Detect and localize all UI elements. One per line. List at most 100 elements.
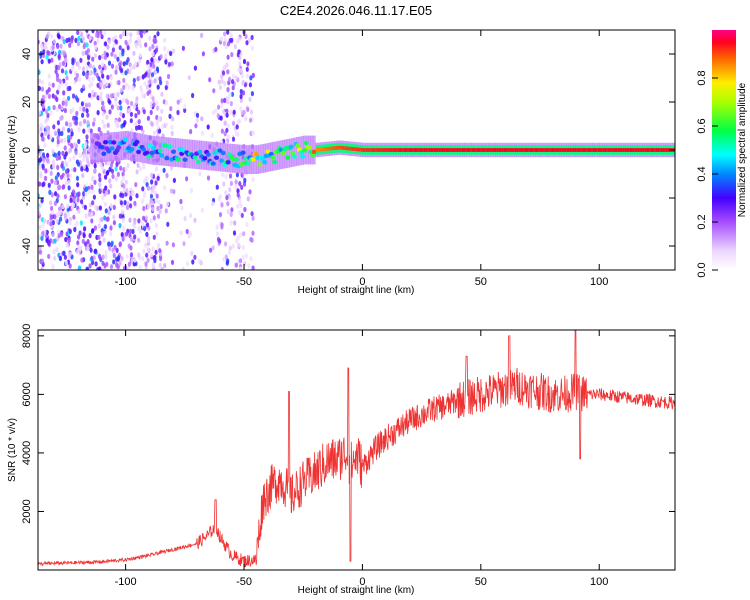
spectrogram-cell xyxy=(141,256,145,262)
spectrogram-cell xyxy=(229,101,233,107)
spectrogram-cell xyxy=(142,30,146,35)
spectrogram-cell xyxy=(62,39,66,45)
spectrogram-cell xyxy=(240,212,244,218)
spectrogram-cell xyxy=(82,70,86,76)
spectrogram-cell xyxy=(103,41,108,47)
spectrogram-envelope-cell xyxy=(125,130,129,160)
spectrogram-cell xyxy=(159,256,163,262)
spectrogram-cell xyxy=(211,245,215,251)
spectrogram-cell xyxy=(40,198,44,204)
spectrogram-ridge-core xyxy=(513,148,516,152)
spectrogram-cell xyxy=(135,125,139,131)
spectrogram-ridge-core xyxy=(516,148,519,152)
spectrogram-cell xyxy=(100,216,104,222)
spectrogram-ridge-core xyxy=(365,148,368,152)
spectrogram-cell xyxy=(38,224,42,230)
spectrogram-cell xyxy=(74,120,78,126)
spectrogram-cell xyxy=(220,202,224,208)
spectrogram-cell xyxy=(249,75,253,81)
spectrogram-ridge-core xyxy=(330,146,333,151)
spectrogram-cell xyxy=(149,103,153,109)
spectrogram-cell xyxy=(88,263,92,269)
spectrogram-cell xyxy=(151,246,155,252)
figure-title: C2E4.2026.046.11.17.E05 xyxy=(280,3,432,18)
spectrogram-cell xyxy=(122,175,126,181)
spectrogram-cell xyxy=(42,218,47,224)
spectrogram-cell xyxy=(190,250,194,256)
spectrogram-cell xyxy=(52,159,56,165)
spectrogram-cell xyxy=(234,131,239,137)
spectrogram-cell xyxy=(107,210,111,216)
spectrogram-cell xyxy=(90,255,94,261)
spectrogram-cell xyxy=(105,216,109,222)
spectrogram-cell xyxy=(118,242,122,248)
spectrogram-ridge-core xyxy=(458,148,461,152)
spectrogram-cell xyxy=(45,89,49,95)
spectrogram-cell xyxy=(87,153,91,159)
spectrogram-ridge-cell xyxy=(151,145,157,151)
spectrogram-cell xyxy=(100,264,104,270)
spectrogram-cell xyxy=(165,172,169,179)
spectrogram-cell xyxy=(103,30,107,36)
spectrogram-ridge-core xyxy=(451,148,454,152)
spectrogram-ridge-core xyxy=(460,148,463,152)
spectrogram-envelope-cell xyxy=(305,135,309,165)
spectrogram-ridge-core xyxy=(319,147,322,152)
spectrogram-cell xyxy=(84,213,88,219)
spectrogram-cell xyxy=(167,61,172,67)
spectrogram-cell xyxy=(122,183,126,189)
spectrogram-ridge-core xyxy=(637,148,640,152)
spectrogram-ridge-core xyxy=(393,148,396,152)
spectrogram-cell xyxy=(68,220,72,226)
spectrogram-ridge-core xyxy=(385,148,388,152)
spectrogram-cell xyxy=(87,189,91,195)
spectrogram-cell xyxy=(246,106,250,112)
spectrogram-ridge-core xyxy=(375,148,378,152)
spectrogram-envelope-cell xyxy=(293,137,297,167)
spectrogram-ridge-core xyxy=(505,148,507,152)
spectrogram-ridge-core xyxy=(432,148,434,152)
spectrogram-cell xyxy=(151,51,155,57)
spectrogram-y-axis-label: Frequency (Hz) xyxy=(7,116,18,185)
spectrogram-cell xyxy=(109,225,113,231)
spectrogram-cell xyxy=(223,81,227,87)
spectrogram-cell xyxy=(111,47,115,53)
spectrogram-cell xyxy=(41,94,46,100)
spectrogram-cell xyxy=(232,109,236,115)
spectrogram-cell xyxy=(118,45,122,51)
spectrogram-cell xyxy=(38,78,42,84)
spectrogram-cell xyxy=(113,194,117,200)
spectrogram-cell xyxy=(152,102,156,108)
spectrogram-cell xyxy=(247,263,251,269)
spectrogram-cell xyxy=(76,161,81,167)
spectrogram-ridge-cell xyxy=(265,149,271,154)
spectrogram-cell xyxy=(220,103,224,109)
spectrogram-ridge-cell xyxy=(101,151,107,156)
spectrogram-ridge-core xyxy=(463,148,466,152)
spectrogram-cell xyxy=(218,212,223,218)
spectrogram-ridge-core xyxy=(642,148,645,152)
spectrogram-envelope-cell xyxy=(130,131,134,161)
spectrogram-ridge-core xyxy=(493,148,496,152)
spectrogram-ridge-core xyxy=(425,148,428,152)
spectrogram-cell xyxy=(113,53,117,59)
spectrogram-cell xyxy=(58,184,62,190)
spectrogram-cell xyxy=(168,113,172,119)
spectrogram-cell xyxy=(128,69,132,75)
snr-series-line xyxy=(38,330,675,568)
spectrogram-ridge-core xyxy=(379,148,381,152)
spectrogram-cell xyxy=(163,185,167,191)
spectrogram-cell xyxy=(250,91,254,97)
spectrogram-cell xyxy=(71,93,76,99)
spectrogram-ridge-core xyxy=(551,148,554,152)
spectrogram-y-ticks: -40 -20 0 20 40 xyxy=(21,48,675,254)
spectrogram-cell xyxy=(142,215,146,221)
spectrogram-ridge-core xyxy=(475,148,478,152)
spectrogram-cell xyxy=(229,32,233,39)
spectrogram-cell xyxy=(104,208,108,214)
spectrogram-cell xyxy=(152,63,156,69)
spectrogram-cell xyxy=(136,30,140,36)
spectrogram-panel: -100 -50 0 50 100 -40 -20 0 20 40 Height of stra… xyxy=(7,29,676,296)
spectrogram-ridge-core xyxy=(541,148,544,152)
spectrogram-envelope-cell xyxy=(218,142,221,172)
